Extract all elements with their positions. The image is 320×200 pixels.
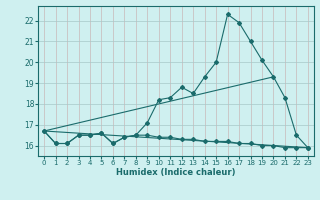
X-axis label: Humidex (Indice chaleur): Humidex (Indice chaleur) xyxy=(116,168,236,177)
